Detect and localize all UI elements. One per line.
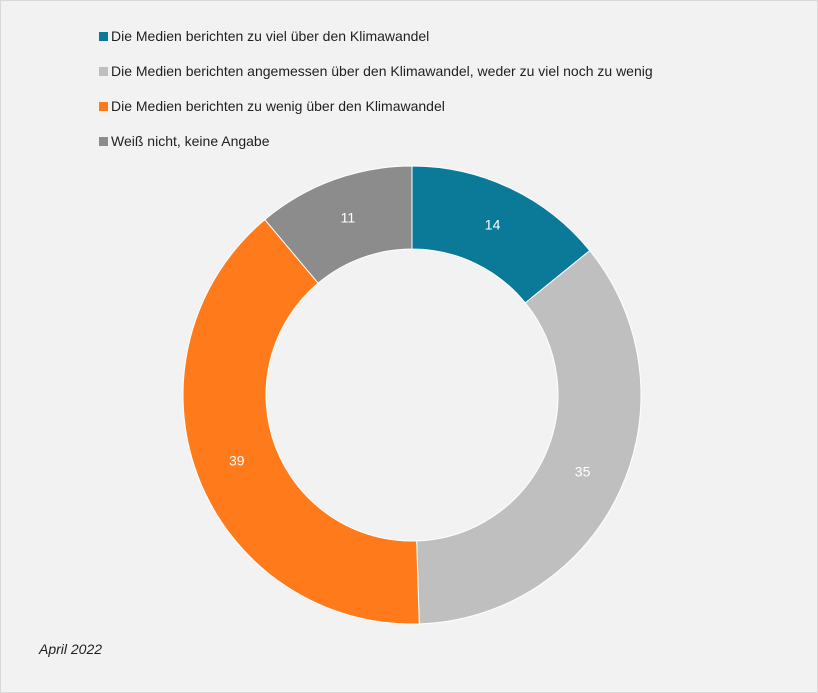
legend-item-appropriate: Die Medien berichten angemessen über den… xyxy=(99,61,653,81)
legend-item-too-much: Die Medien berichten zu viel über den Kl… xyxy=(99,26,653,46)
legend-item-too-little: Die Medien berichten zu wenig über den K… xyxy=(99,96,653,116)
legend-label-dont-know: Weiß nicht, keine Angabe xyxy=(111,133,270,149)
legend-swatch-dont-know xyxy=(99,136,108,146)
slice-dont-know xyxy=(264,165,413,284)
footer-date-note: April 2022 xyxy=(39,641,103,657)
legend-item-dont-know: Weiß nicht, keine Angabe xyxy=(99,131,653,151)
data-label-dont-know: 11 xyxy=(341,210,356,226)
chart-legend: Die Medien berichten zu viel über den Kl… xyxy=(99,26,653,166)
slice-appropriate xyxy=(416,249,642,625)
slice-too-little xyxy=(182,218,420,625)
data-labels: 14 35 39 11 xyxy=(229,210,591,480)
data-label-too-little: 39 xyxy=(229,453,245,469)
legend-label-too-much: Die Medien berichten zu viel über den Kl… xyxy=(111,28,430,44)
donut-slices xyxy=(182,165,642,625)
legend-swatch-too-much xyxy=(99,31,108,41)
data-label-appropriate: 35 xyxy=(575,464,591,480)
legend-swatch-appropriate xyxy=(99,66,108,76)
data-label-too-much: 14 xyxy=(485,216,501,232)
legend-label-appropriate: Die Medien berichten angemessen über den… xyxy=(111,63,653,79)
legend-label-too-little: Die Medien berichten zu wenig über den K… xyxy=(111,98,445,114)
legend-swatch-too-little xyxy=(99,101,108,111)
